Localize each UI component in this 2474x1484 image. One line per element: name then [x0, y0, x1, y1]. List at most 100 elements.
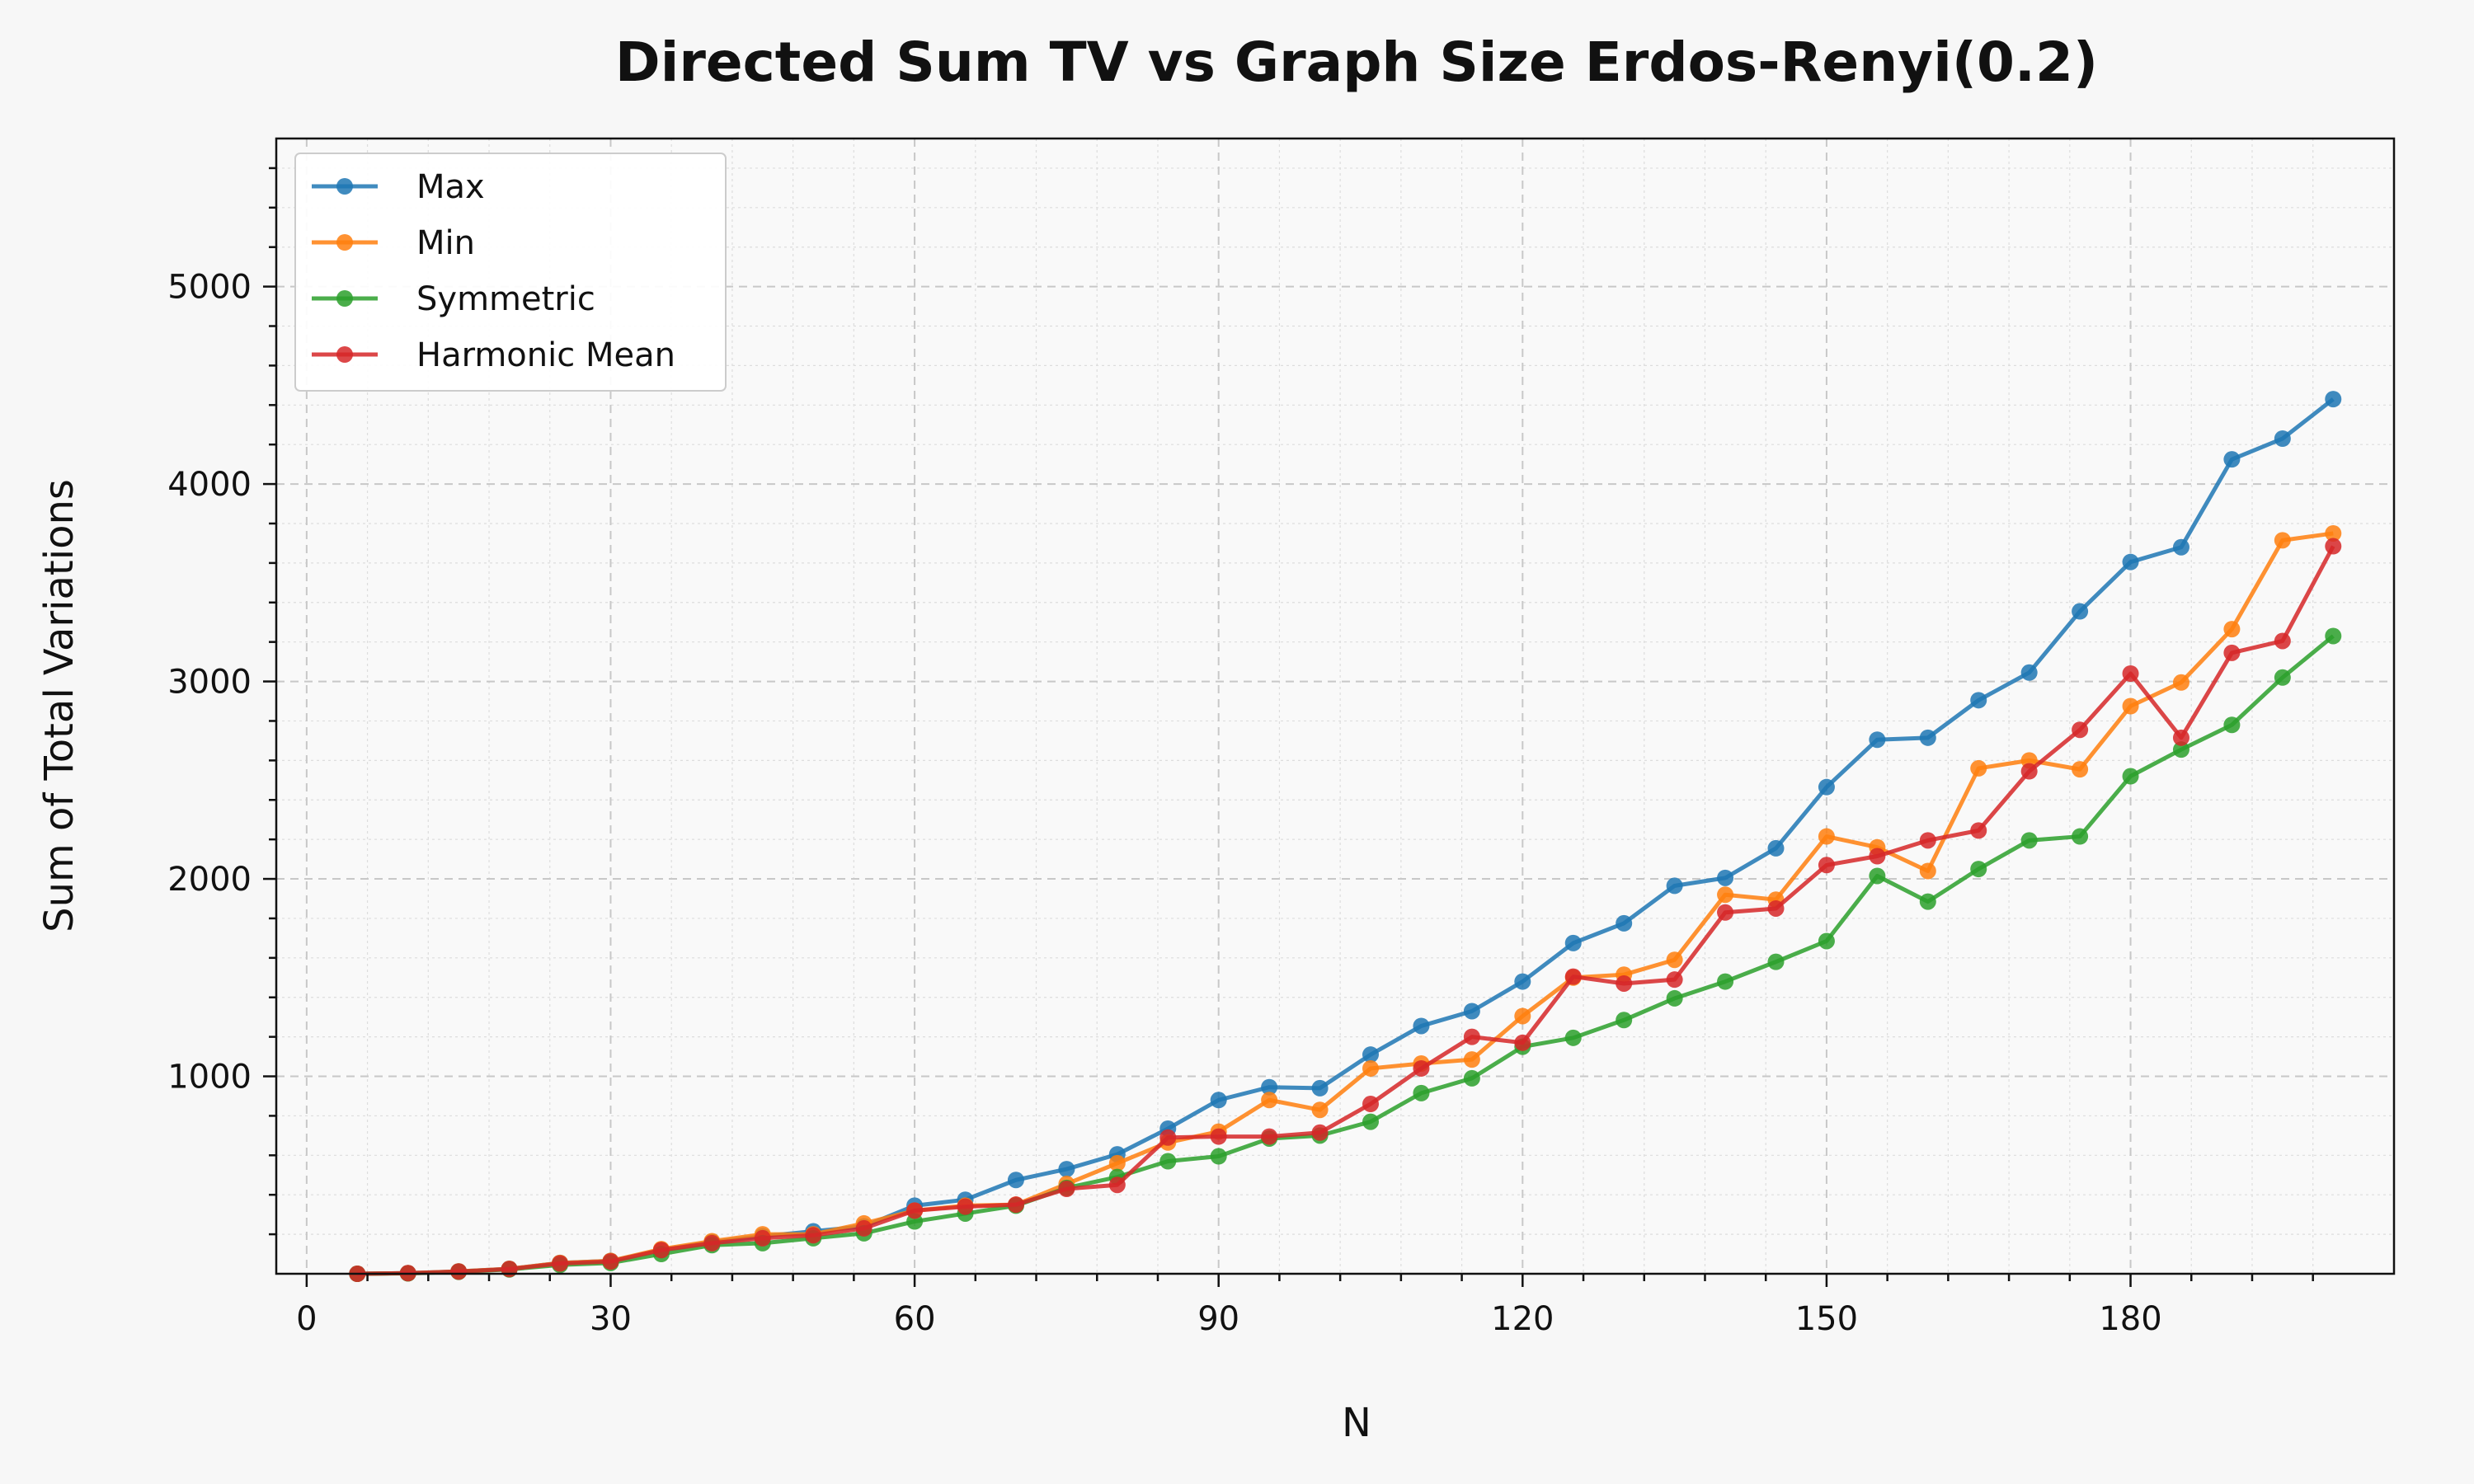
- x-tick-label: 90: [1197, 1300, 1239, 1338]
- data-point: [2325, 627, 2342, 645]
- data-point: [1717, 869, 1734, 886]
- x-tick-label: 120: [1491, 1300, 1554, 1338]
- data-point: [1514, 973, 1531, 990]
- data-point: [1261, 1078, 1278, 1096]
- data-point: [2020, 664, 2038, 681]
- x-tick-label: 30: [590, 1300, 632, 1338]
- legend-label: Min: [416, 224, 475, 262]
- data-point: [2072, 761, 2089, 778]
- data-point: [2325, 538, 2342, 555]
- x-axis-label: N: [1342, 1400, 1371, 1446]
- data-point: [1717, 904, 1734, 921]
- legend-box: [294, 153, 727, 392]
- data-point: [2325, 391, 2342, 408]
- data-point: [1818, 828, 1835, 845]
- data-point: [1970, 692, 1987, 709]
- data-point: [1970, 822, 1987, 839]
- data-point: [1413, 1084, 1430, 1101]
- legend-swatch-marker: [336, 290, 353, 307]
- series-line: [357, 634, 2335, 1276]
- data-point: [1210, 1092, 1227, 1109]
- data-point: [703, 1234, 721, 1252]
- data-point: [1413, 1017, 1430, 1035]
- data-point: [2274, 632, 2291, 650]
- data-point: [2072, 603, 2089, 620]
- x-tick-label: 0: [296, 1300, 317, 1338]
- data-point: [1362, 1059, 1380, 1077]
- chart-title: Directed Sum TV vs Graph Size Erdos-Reny…: [615, 31, 2098, 94]
- data-point: [2172, 674, 2189, 691]
- data-point: [1869, 867, 1886, 885]
- data-point: [1311, 1101, 1329, 1119]
- x-tick-label: 150: [1795, 1300, 1858, 1338]
- data-point: [1108, 1154, 1126, 1172]
- data-point: [1007, 1172, 1024, 1189]
- data-point: [1616, 914, 1633, 932]
- data-point: [2122, 553, 2139, 571]
- legend-swatch-marker: [336, 178, 353, 195]
- data-point: [1767, 953, 1785, 970]
- data-point: [1767, 899, 1785, 917]
- data-point: [2274, 532, 2291, 549]
- x-tick-label: 180: [2099, 1300, 2161, 1338]
- data-point: [1970, 861, 1987, 878]
- axis-ticks: 0 30 60 90 120 150 180 1000 2000 3000 4000 5000: [167, 167, 2314, 1338]
- data-point: [2122, 768, 2139, 785]
- data-point: [2223, 451, 2241, 468]
- data-point: [1616, 974, 1633, 992]
- data-point: [1919, 862, 1936, 880]
- data-point: [1616, 1012, 1633, 1029]
- data-point: [2223, 621, 2241, 638]
- data-point: [855, 1219, 872, 1237]
- legend-label: Harmonic Mean: [416, 336, 675, 374]
- plot-frame: [275, 137, 2396, 1275]
- data-point: [2172, 538, 2189, 556]
- data-point: [2122, 697, 2139, 715]
- legend: Max Min Symmetric Harmonic Mean: [294, 153, 727, 392]
- y-tick-label: 1000: [167, 1059, 252, 1097]
- series-line: [357, 545, 2335, 1276]
- data-point: [1210, 1128, 1227, 1145]
- data-point: [2223, 644, 2241, 661]
- data-point: [1463, 1069, 1480, 1087]
- data-point: [1564, 934, 1582, 951]
- data-point: [652, 1242, 670, 1259]
- series-harmonic-mean: [349, 538, 2342, 1282]
- y-tick-label: 4000: [167, 466, 252, 504]
- data-point: [1818, 778, 1835, 796]
- data-point: [957, 1198, 974, 1215]
- data-point: [1159, 1153, 1177, 1170]
- y-tick-label: 5000: [167, 269, 252, 307]
- data-point: [1463, 1003, 1480, 1020]
- data-point: [2122, 665, 2139, 682]
- data-point: [1919, 893, 1936, 910]
- data-point: [2020, 763, 2038, 780]
- data-point: [1362, 1046, 1380, 1064]
- data-point: [2172, 741, 2189, 758]
- data-point: [1666, 951, 1683, 969]
- y-tick-label: 2000: [167, 861, 252, 899]
- data-point: [1818, 857, 1835, 874]
- data-point: [1261, 1128, 1278, 1145]
- data-point: [1767, 839, 1785, 857]
- data-point: [906, 1202, 924, 1219]
- data-point: [1514, 1007, 1531, 1025]
- data-point: [1362, 1113, 1380, 1130]
- data-point: [805, 1227, 822, 1244]
- data-point: [1818, 932, 1835, 950]
- data-point: [1666, 877, 1683, 895]
- legend-label: Max: [416, 168, 485, 206]
- data-point: [1564, 968, 1582, 985]
- data-point: [1919, 832, 1936, 849]
- data-point: [1413, 1059, 1430, 1077]
- data-point: [1159, 1129, 1177, 1146]
- data-point: [1058, 1181, 1075, 1198]
- data-point: [1514, 1034, 1531, 1051]
- data-point: [2325, 524, 2342, 542]
- series-lines: [349, 391, 2342, 1282]
- data-point: [501, 1261, 518, 1278]
- data-point: [1108, 1176, 1126, 1194]
- y-tick-label: 3000: [167, 664, 252, 702]
- data-point: [1666, 971, 1683, 989]
